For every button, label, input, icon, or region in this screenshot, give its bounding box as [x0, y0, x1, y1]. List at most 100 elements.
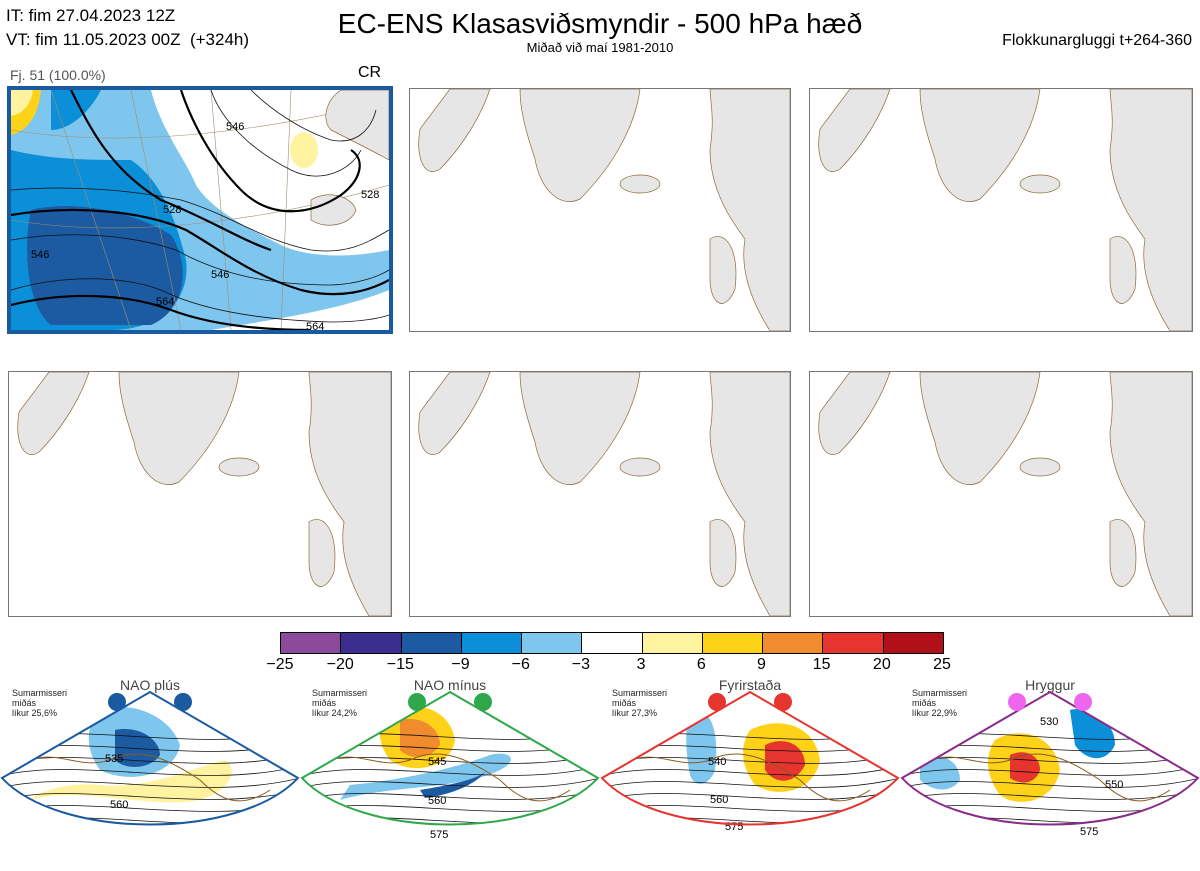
colorbar-tick-label: −20 — [326, 656, 354, 673]
contour-label: 528 — [163, 204, 181, 216]
contour-label: 564 — [156, 296, 174, 308]
height-contours-thick — [11, 90, 389, 330]
anomaly-shade — [1010, 752, 1040, 783]
height-contour — [602, 777, 898, 789]
anomaly-shade — [920, 756, 960, 790]
page-subtitle: Miðað við maí 1981-2010 — [526, 40, 674, 55]
land-outline — [818, 89, 1192, 331]
anomaly-shade-dark — [27, 206, 183, 325]
regime-marker-dot — [774, 693, 792, 711]
contour-label: 545 — [428, 756, 446, 768]
regime-fan-map: 540 560 575 — [600, 690, 900, 833]
colorbar-swatch — [341, 633, 402, 653]
anomaly-shade — [115, 729, 160, 767]
contour-label: 546 — [211, 269, 229, 281]
regime-marker-dot — [1074, 693, 1092, 711]
colorbar-tick-label: 20 — [872, 656, 891, 673]
contour-label: 560 — [110, 799, 128, 811]
regime-info: Sumarmisseri miðás líkur 22,9% — [912, 688, 968, 718]
regime-code: CR — [358, 64, 382, 81]
anomaly-shade — [340, 753, 511, 800]
anomaly-shade-north — [51, 90, 101, 130]
regime-name: Hryggur — [1025, 677, 1075, 693]
colorbar-tick-label: −6 — [511, 656, 530, 673]
contour-label: 546 — [226, 121, 244, 133]
land-outline — [818, 372, 1192, 616]
colorbar-swatch — [763, 633, 824, 653]
regime-marker-dot — [708, 693, 726, 711]
coastline — [629, 753, 871, 802]
fan-outline — [600, 690, 900, 826]
regime-marker-dot — [108, 693, 126, 711]
height-contour — [602, 789, 898, 801]
colorbar-swatch — [702, 633, 764, 653]
anomaly-shade — [30, 760, 232, 803]
colorbar-swatch — [642, 633, 703, 653]
cluster-map-empty[interactable] — [409, 88, 791, 332]
height-contours-thin — [11, 90, 389, 323]
coastline — [929, 753, 1171, 802]
colorbar — [280, 632, 944, 654]
contour-label: 540 — [708, 756, 726, 768]
fan-outline — [0, 690, 300, 826]
coastline — [29, 753, 271, 802]
regime-fan-map: 530 550 575 — [900, 690, 1200, 838]
contour-label: 560 — [428, 795, 446, 807]
cluster-map-svg: 528 546 546 564 564 546 528 — [11, 90, 389, 330]
height-contour — [902, 765, 1198, 777]
cluster-map-empty[interactable] — [809, 88, 1193, 332]
contour-label: 535 — [105, 753, 123, 765]
regime-info: Sumarmisseri miðás líkur 25,6% — [12, 688, 68, 718]
height-contour — [302, 765, 598, 777]
height-contour — [900, 826, 1200, 836]
cluster-size-label: Fj. 51 (100.0%) — [10, 67, 106, 83]
anomaly-shade — [400, 719, 440, 757]
contour-label: 546 — [31, 249, 49, 261]
land-outline — [418, 372, 790, 616]
contour-label: 560 — [710, 794, 728, 806]
valid-time: VT: fim 11.05.2023 00Z (+324h) — [6, 30, 250, 49]
height-contour — [2, 789, 298, 801]
colorbar-swatch — [823, 633, 884, 653]
regime-marker-dot — [474, 693, 492, 711]
regime-name: NAO mínus — [413, 677, 487, 693]
height-contour — [302, 777, 598, 789]
cluster-map-main[interactable]: 528 546 546 564 564 546 528 — [7, 86, 393, 334]
height-contour — [902, 789, 1198, 801]
anomaly-shade — [420, 772, 485, 798]
colorbar-tick-label: 3 — [636, 656, 646, 673]
colorbar-tick-label: 25 — [933, 656, 951, 673]
header-info: IT: fim 27.04.2023 12Z VT: fim 11.05.2023… — [6, 4, 249, 52]
colorbar-tick-label: 6 — [696, 656, 706, 673]
contour-label: 530 — [1040, 716, 1058, 728]
height-contour — [302, 789, 598, 801]
regime-info: Sumarmisseri miðás líkur 24,2% — [312, 688, 368, 718]
classification-window: Flokkunargluggi t+264-360 — [1002, 32, 1192, 49]
page-title: EC-ENS Klasasviðsmyndir - 500 hPa hæð — [337, 8, 863, 39]
colorbar-tick-label: −25 — [266, 656, 294, 673]
cluster-map-empty[interactable] — [809, 371, 1193, 617]
colorbar-tick-label: −9 — [451, 656, 470, 673]
height-contour — [300, 826, 600, 836]
anomaly-positive-east — [290, 132, 318, 168]
height-contour — [2, 765, 298, 777]
fan-outline — [300, 690, 600, 826]
contour-labels: 528 546 546 564 564 546 528 — [31, 121, 379, 330]
land-masses — [310, 90, 389, 226]
contour-label: 575 — [1080, 826, 1098, 838]
height-contour — [902, 813, 1198, 825]
colorbar-tick-label: 9 — [757, 656, 766, 673]
cluster-map-empty[interactable] — [409, 371, 791, 617]
coastline — [329, 753, 571, 802]
land-outline — [418, 89, 790, 331]
regime-marker-dot — [408, 693, 426, 711]
height-contour — [302, 813, 598, 825]
anomaly-positive-nw-edge — [11, 90, 33, 116]
colorbar-swatch — [281, 633, 342, 653]
regime-name: Fyrirstaða — [718, 677, 782, 693]
fan-outline — [900, 690, 1200, 826]
colorbar-tick-label: −3 — [571, 656, 591, 673]
cluster-map-empty[interactable] — [8, 371, 392, 617]
height-contour — [602, 765, 898, 777]
height-contour — [902, 777, 1198, 789]
